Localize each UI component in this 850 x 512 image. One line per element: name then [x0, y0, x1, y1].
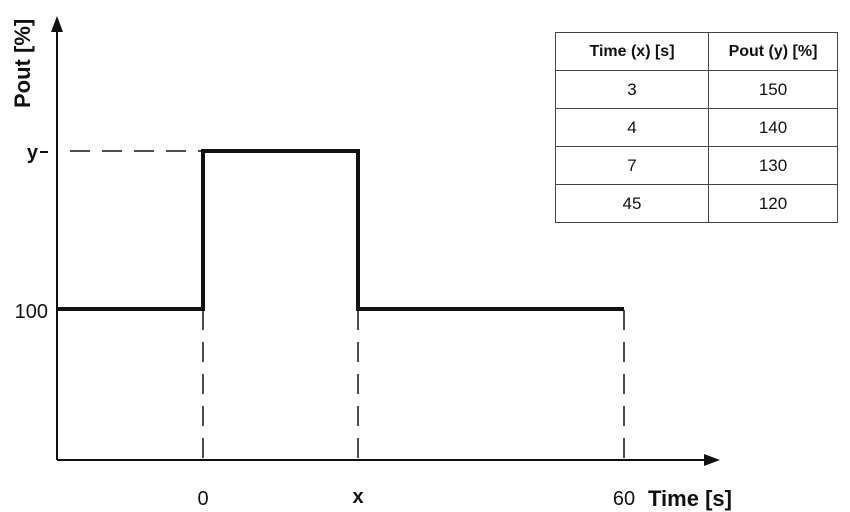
pout-cell: 140 [708, 108, 838, 147]
x-tick-x: x [352, 486, 363, 508]
pout-cell: 150 [708, 70, 838, 109]
x-tick-60: 60 [613, 488, 635, 510]
table-row: 7 130 [555, 146, 838, 185]
pulse-line [57, 149, 624, 311]
pulse-table: Time (x) [s] Pout (y) [%] 3 150 4 140 7 … [555, 32, 838, 223]
header-pout: Pout (y) [%] [708, 32, 838, 71]
y-tick-y: y [27, 142, 39, 164]
x-tick-0: 0 [197, 488, 208, 510]
table-header-row: Time (x) [s] Pout (y) [%] [555, 32, 838, 71]
y-tick-100: 100 [15, 301, 48, 323]
header-time: Time (x) [s] [555, 32, 709, 71]
pout-cell: 130 [708, 146, 838, 185]
time-cell: 4 [555, 108, 709, 147]
time-cell: 3 [555, 70, 709, 109]
y-axis-title: Pout [%] [10, 19, 35, 108]
y-axis-arrow [51, 16, 63, 32]
table-row: 45 120 [555, 184, 838, 223]
table-row: 4 140 [555, 108, 838, 147]
time-cell: 45 [555, 184, 709, 223]
x-axis-title: Time [s] [648, 486, 732, 511]
table-row: 3 150 [555, 70, 838, 109]
x-axis-arrow [704, 454, 720, 466]
time-cell: 7 [555, 146, 709, 185]
pout-cell: 120 [708, 184, 838, 223]
